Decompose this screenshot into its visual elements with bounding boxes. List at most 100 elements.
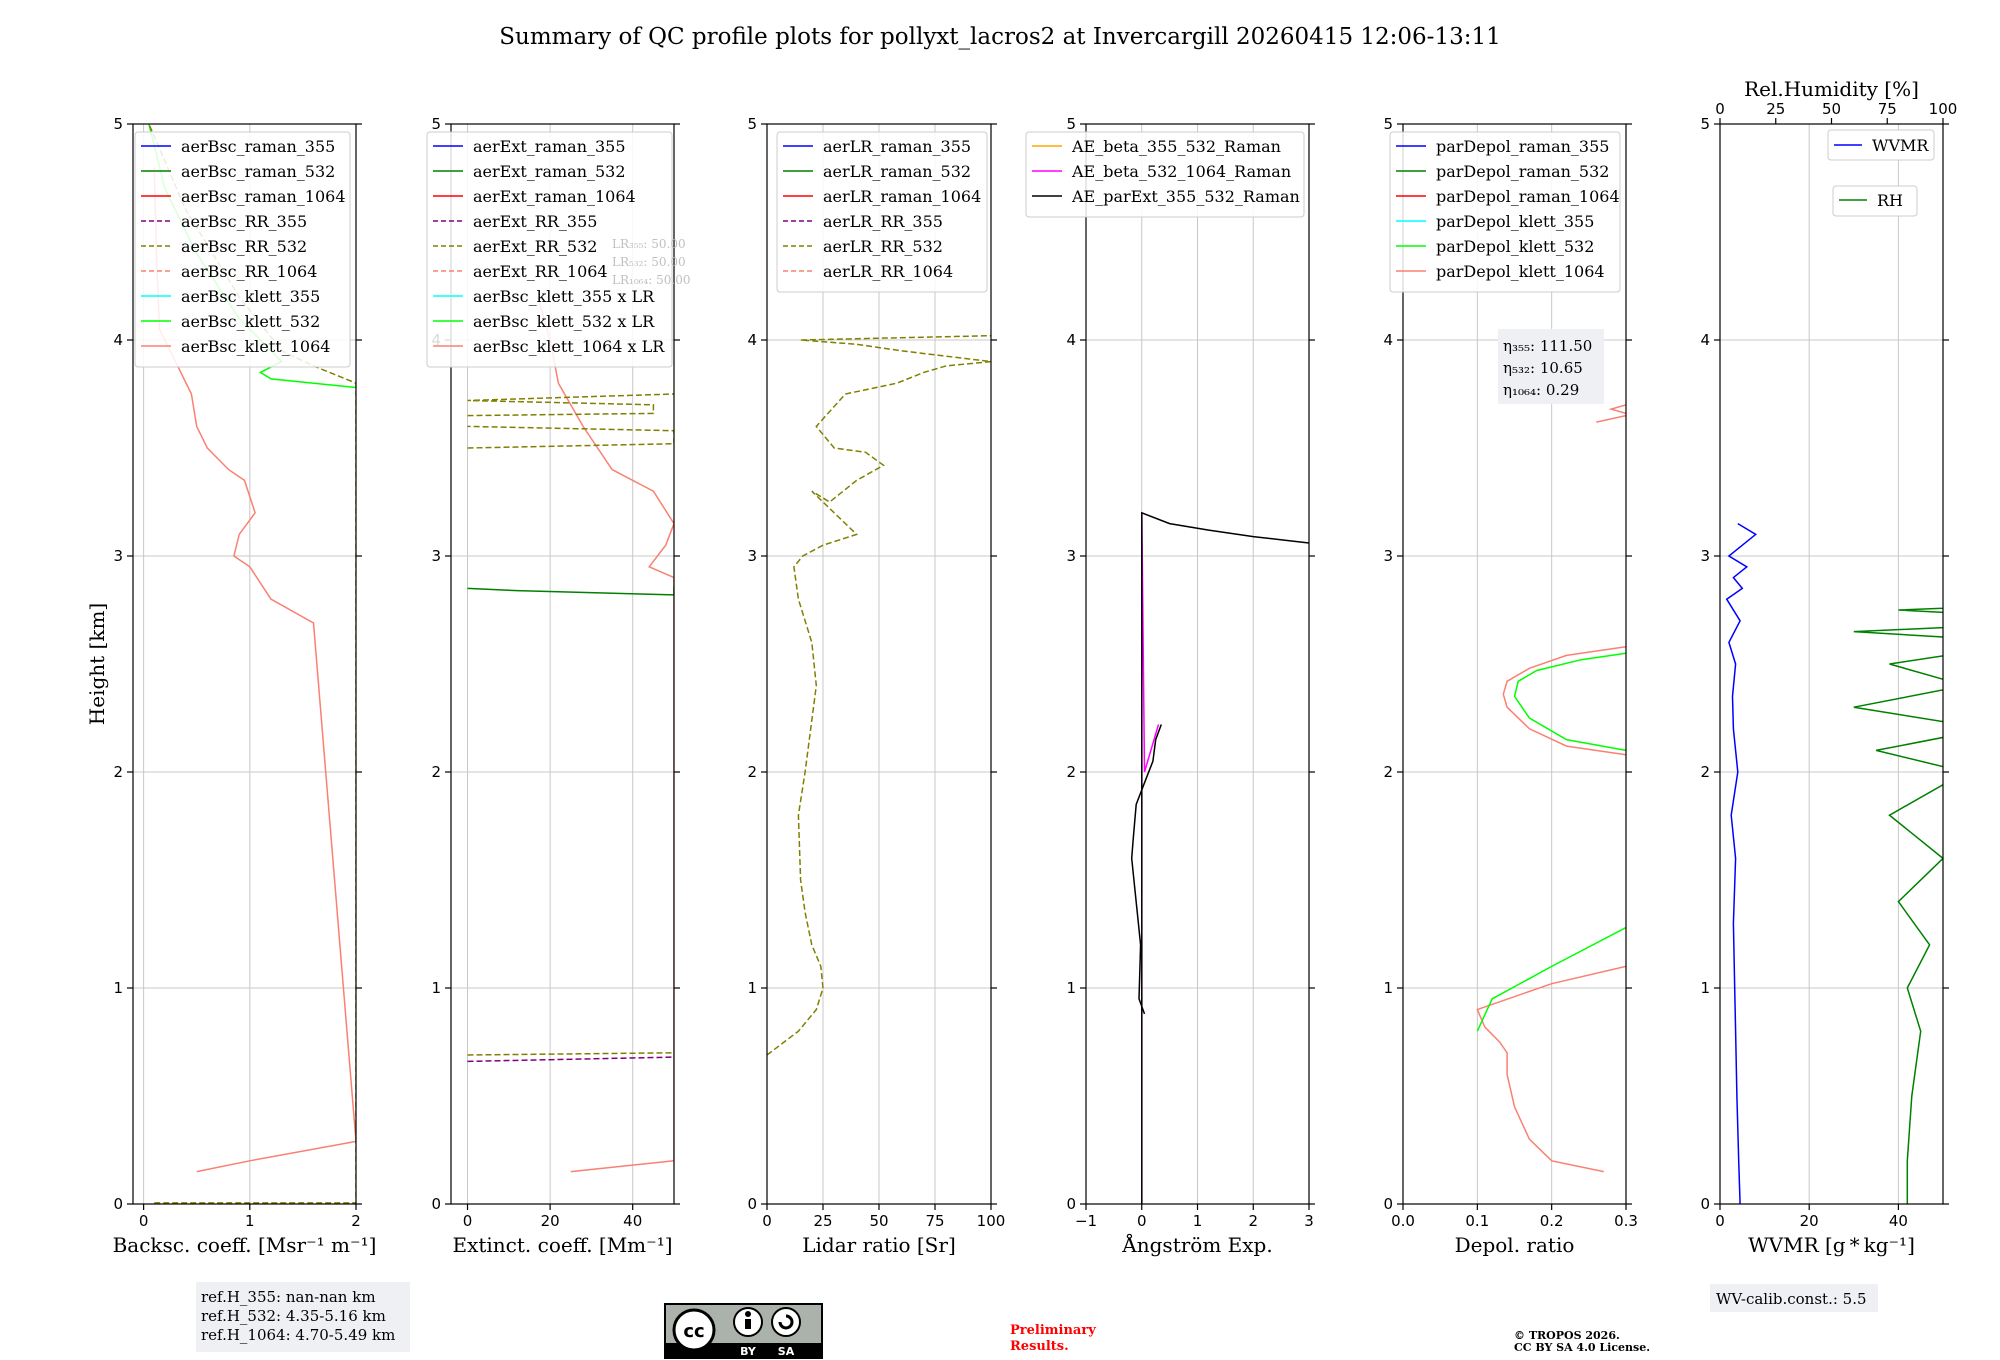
- x-tick-label: 100: [977, 1212, 1006, 1230]
- eta-box: η₃₅₅: 111.50 η₅₃₂: 10.65 η₁₀₆₄: 0.29: [1498, 329, 1604, 404]
- figure-title: Summary of QC profile plots for pollyxt_…: [499, 24, 1500, 50]
- legend-entry: aerExt_RR_355: [473, 212, 597, 231]
- legend-entry: aerLR_RR_355: [823, 212, 943, 231]
- cc-icon: [672, 1308, 716, 1352]
- cc-text: cc: [683, 1321, 704, 1342]
- legend-box: [1025, 131, 1305, 218]
- axes-frame: [1402, 123, 1627, 1205]
- x-tick-label: 40: [623, 1212, 642, 1230]
- series-line-AE_parExt_355_532_Raman: [1141, 511, 1309, 1204]
- axes-frame: [450, 123, 675, 1205]
- series-line-aerExt_RR_532: [467, 1052, 674, 1056]
- eta-label: η₃₅₅: 111.50: [1503, 337, 1592, 355]
- x-axis-label: Lidar ratio [Sr]: [802, 1233, 956, 1257]
- y-tick-label: 2: [431, 763, 441, 781]
- ref-height-355: ref.H_355: nan-nan km: [201, 1288, 376, 1306]
- x-tick-label: 3: [1304, 1212, 1314, 1230]
- legend-entry: RH: [1877, 191, 1903, 210]
- series-group: [1476, 404, 1626, 1173]
- x-tick-label: 2: [351, 1212, 361, 1230]
- panel-ext: 02040012345Extinct. coeff. [Mm⁻¹]aerExt_…: [426, 115, 680, 1257]
- legend-entry: WVMR: [1872, 136, 1929, 155]
- legend-entry: aerBsc_raman_355: [181, 137, 335, 156]
- y-tick-label: 0: [1383, 1195, 1393, 1213]
- legend-entry: aerLR_raman_355: [823, 137, 971, 156]
- axes-frame: [132, 123, 357, 1205]
- y-tick-label: 2: [1383, 763, 1393, 781]
- x-tick-label: 50: [869, 1212, 888, 1230]
- y-tick-label: 3: [1066, 547, 1076, 565]
- legend-entry: AE_beta_532_1064_Raman: [1071, 162, 1291, 181]
- y-tick-label: 4: [1066, 331, 1076, 349]
- y-tick-label: 2: [1700, 763, 1710, 781]
- x-tick-label: 0: [762, 1212, 772, 1230]
- series-line-parDepol_klett_532_b: [1513, 652, 1626, 752]
- series-line-aerExt_RR_532b: [467, 425, 674, 449]
- y-tick-label: 1: [113, 979, 123, 997]
- series-line-aerExt_raman_532: [467, 586, 674, 596]
- rh-tick-label: 100: [1929, 100, 1958, 118]
- axes-frame: [1719, 123, 1944, 1205]
- wv-calib-box: WV-calib.const.: 5.5: [1710, 1284, 1878, 1312]
- x-tick-label: 40: [1889, 1212, 1908, 1230]
- x-tick-label: 0: [139, 1212, 149, 1230]
- y-tick-label: 1: [431, 979, 441, 997]
- series-group: [767, 334, 991, 1056]
- ref-height-532: ref.H_532: 4.35-5.16 km: [201, 1307, 386, 1325]
- y-tick-label: 5: [1066, 115, 1076, 133]
- panel-depol: 0.0 0.1 0.2 0.3 0 1 2 3 4 5 Depol. ratio parDepol_r…: [1383, 115, 1637, 1257]
- by-text: BY: [740, 1345, 757, 1358]
- y-tick-label: 4: [1383, 331, 1393, 349]
- rh-tick-label: 0: [1715, 100, 1725, 118]
- rh-tick-label: 25: [1766, 100, 1785, 118]
- y-tick-label: 2: [1066, 763, 1076, 781]
- preliminary-line2: Results.: [1010, 1339, 1069, 1354]
- x-tick-label: 0.1: [1465, 1212, 1489, 1230]
- series-line-AE_parExt_355_532_Raman_low: [1130, 724, 1163, 1015]
- x-tick-label: 0: [1137, 1212, 1147, 1230]
- rh-tick-label: 50: [1822, 100, 1841, 118]
- x-tick-label: 0.2: [1540, 1212, 1564, 1230]
- legend-entry: aerExt_raman_355: [473, 137, 626, 156]
- x-axis-label: Backsc. coeff. [Msr⁻¹ m⁻¹]: [113, 1233, 377, 1257]
- y-tick-label: 5: [1700, 115, 1710, 133]
- y-tick-label: 3: [1383, 547, 1393, 565]
- series-line-AE_beta_532_1064_Raman: [1141, 512, 1160, 1204]
- legend-entry: AE_parExt_355_532_Raman: [1071, 187, 1300, 206]
- x-axis-label: Extinct. coeff. [Mm⁻¹]: [452, 1233, 672, 1257]
- legend-entry: aerLR_raman_1064: [823, 187, 981, 206]
- legend-entry: aerBsc_klett_532 x LR: [473, 312, 655, 331]
- lr-label: LR₁₀₆₄: 50.00: [612, 273, 690, 287]
- y-tick-label: 5: [747, 115, 757, 133]
- x-axis-label: Ångström Exp.: [1121, 1232, 1272, 1257]
- legend-entry: aerExt_raman_1064: [473, 187, 636, 206]
- eta-label: η₁₀₆₄: 0.29: [1503, 381, 1579, 399]
- x-tick-label: 1: [1193, 1212, 1203, 1230]
- y-tick-label: 4: [1700, 331, 1710, 349]
- rh-legend: RH: [1832, 185, 1918, 217]
- copyright-notice: © TROPOS 2026. CC BY SA 4.0 License.: [1514, 1329, 1650, 1354]
- panel-lr: 0 25 50 75 100 0 1 2 3 4 5 Lidar ratio [Sr] aerLR_ra…: [747, 115, 1005, 1257]
- y-tick-label: 0: [747, 1195, 757, 1213]
- y-tick-label: 2: [747, 763, 757, 781]
- ref-height-box: ref.H_355: nan-nan km ref.H_532: 4.35-5.…: [196, 1282, 410, 1352]
- lr-label: LR₅₃₂: 50.00: [612, 255, 686, 269]
- series-line-aerBsc_klett_1064 x LR: [536, 296, 674, 1173]
- panel-wv: 0 20 40 0 1 2 3 4 5 WVMR [g * kg⁻¹]: [1700, 115, 1949, 1257]
- cc-license-badge: cc BY SA: [664, 1303, 823, 1359]
- series-line-RH: [1853, 587, 1943, 1204]
- series-group: [1725, 522, 1943, 1204]
- x-tick-label: −1: [1075, 1212, 1097, 1230]
- x-tick-label: 25: [813, 1212, 832, 1230]
- legend-entry: aerBsc_klett_355: [181, 287, 320, 306]
- y-tick-label: 4: [747, 331, 757, 349]
- legend: aerExt_raman_355 aerExt_raman_532 aerExt_r…: [426, 131, 673, 368]
- legend: parDepol_raman_355 parDepol_raman_532 parD…: [1389, 131, 1621, 293]
- y-tick-label: 5: [113, 115, 123, 133]
- rh-axis-label: Rel.Humidity [%]: [1744, 77, 1919, 101]
- legend-entry: aerBsc_klett_1064: [181, 337, 330, 356]
- legend-entry: aerExt_RR_1064: [473, 262, 608, 281]
- legend-box: [426, 131, 673, 368]
- y-tick-label: 0: [113, 1195, 123, 1213]
